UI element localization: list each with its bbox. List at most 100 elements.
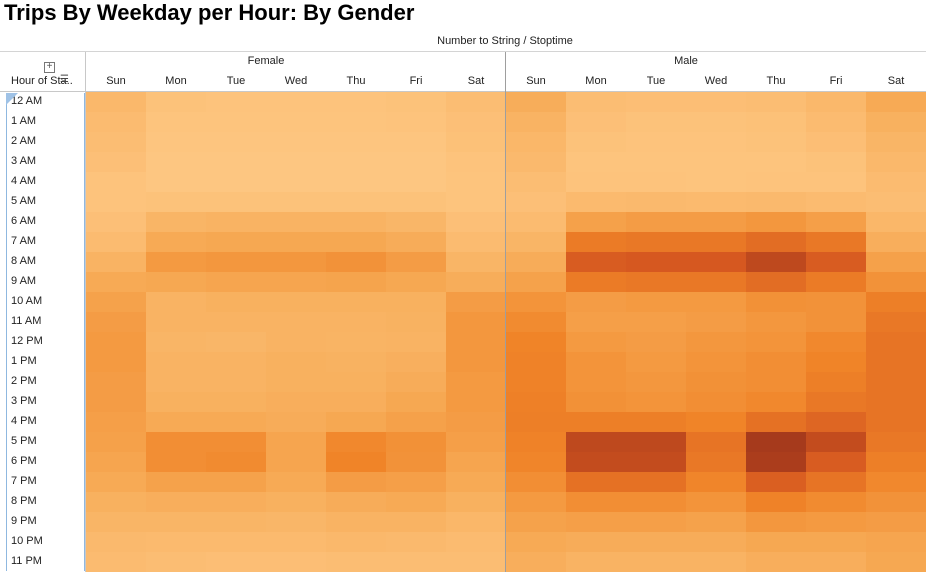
heatmap-cell[interactable] xyxy=(86,512,146,532)
heatmap-cell[interactable] xyxy=(206,432,266,452)
heatmap-cell[interactable] xyxy=(566,152,626,172)
heatmap-cell[interactable] xyxy=(326,292,386,312)
heatmap-cell[interactable] xyxy=(446,292,506,312)
heatmap-cell[interactable] xyxy=(86,232,146,252)
heatmap-cell[interactable] xyxy=(146,92,206,112)
heatmap-cell[interactable] xyxy=(566,112,626,132)
heatmap-cell[interactable] xyxy=(326,232,386,252)
heatmap-cell[interactable] xyxy=(86,152,146,172)
heatmap-cell[interactable] xyxy=(566,412,626,432)
heatmap-cell[interactable] xyxy=(266,472,326,492)
heatmap-cell[interactable] xyxy=(86,552,146,572)
heatmap-cell[interactable] xyxy=(206,192,266,212)
heatmap-cell[interactable] xyxy=(266,292,326,312)
heatmap-cell[interactable] xyxy=(746,292,806,312)
heatmap-cell[interactable] xyxy=(206,252,266,272)
heatmap-cell[interactable] xyxy=(206,312,266,332)
heatmap-cell[interactable] xyxy=(686,172,746,192)
heatmap-cell[interactable] xyxy=(566,432,626,452)
heatmap-cell[interactable] xyxy=(566,212,626,232)
heatmap-cell[interactable] xyxy=(626,212,686,232)
heatmap-cell[interactable] xyxy=(86,212,146,232)
heatmap-cell[interactable] xyxy=(566,92,626,112)
hour-label[interactable]: 11 AM xyxy=(11,315,42,327)
heatmap-cell[interactable] xyxy=(326,212,386,232)
heatmap-cell[interactable] xyxy=(266,232,326,252)
heatmap-cell[interactable] xyxy=(806,192,866,212)
heatmap-cell[interactable] xyxy=(386,512,446,532)
heatmap-cell[interactable] xyxy=(326,512,386,532)
heatmap-cell[interactable] xyxy=(146,372,206,392)
heatmap-cell[interactable] xyxy=(386,452,446,472)
heatmap-cell[interactable] xyxy=(86,452,146,472)
heatmap-cell[interactable] xyxy=(626,552,686,572)
heatmap-cell[interactable] xyxy=(566,292,626,312)
heatmap-cell[interactable] xyxy=(506,252,566,272)
heatmap-cell[interactable] xyxy=(806,212,866,232)
heatmap-cell[interactable] xyxy=(626,312,686,332)
heatmap-cell[interactable] xyxy=(326,112,386,132)
heatmap-cell[interactable] xyxy=(326,472,386,492)
heatmap-cell[interactable] xyxy=(206,392,266,412)
heatmap-cell[interactable] xyxy=(626,332,686,352)
heatmap-cell[interactable] xyxy=(686,212,746,232)
heatmap-cell[interactable] xyxy=(86,332,146,352)
heatmap-cell[interactable] xyxy=(446,312,506,332)
heatmap-cell[interactable] xyxy=(806,512,866,532)
heatmap-cell[interactable] xyxy=(806,252,866,272)
heatmap-cell[interactable] xyxy=(206,212,266,232)
heatmap-cell[interactable] xyxy=(806,532,866,552)
heatmap-cell[interactable] xyxy=(506,92,566,112)
heatmap-cell[interactable] xyxy=(146,252,206,272)
heatmap-cell[interactable] xyxy=(626,292,686,312)
heatmap-cell[interactable] xyxy=(266,492,326,512)
heatmap-cell[interactable] xyxy=(506,552,566,572)
heatmap-cell[interactable] xyxy=(866,372,926,392)
hour-label[interactable]: 4 PM xyxy=(11,415,37,427)
heatmap-cell[interactable] xyxy=(326,312,386,332)
heatmap-cell[interactable] xyxy=(446,232,506,252)
heatmap-cell[interactable] xyxy=(566,532,626,552)
hour-label[interactable]: 6 AM xyxy=(11,215,37,227)
heatmap-cell[interactable] xyxy=(746,192,806,212)
heatmap-cell[interactable] xyxy=(446,412,506,432)
heatmap-cell[interactable] xyxy=(746,452,806,472)
heatmap-cell[interactable] xyxy=(206,532,266,552)
heatmap-cell[interactable] xyxy=(146,412,206,432)
heatmap-cell[interactable] xyxy=(446,172,506,192)
hour-label[interactable]: 4 AM xyxy=(11,175,37,187)
heatmap-cell[interactable] xyxy=(446,332,506,352)
heatmap-cell[interactable] xyxy=(266,552,326,572)
heatmap-cell[interactable] xyxy=(446,212,506,232)
heatmap-cell[interactable] xyxy=(686,512,746,532)
heatmap-cell[interactable] xyxy=(626,152,686,172)
heatmap-cell[interactable] xyxy=(446,92,506,112)
heatmap-cell[interactable] xyxy=(266,392,326,412)
heatmap-cell[interactable] xyxy=(266,372,326,392)
heatmap-cell[interactable] xyxy=(686,532,746,552)
heatmap-cell[interactable] xyxy=(746,272,806,292)
heatmap-cell[interactable] xyxy=(746,352,806,372)
heatmap-cell[interactable] xyxy=(146,272,206,292)
heatmap-cell[interactable] xyxy=(446,192,506,212)
hour-label[interactable]: 3 AM xyxy=(11,155,37,167)
heatmap-cell[interactable] xyxy=(506,392,566,412)
sort-descending-icon[interactable]: ☰ xyxy=(60,74,69,85)
heatmap-cell[interactable] xyxy=(326,412,386,432)
heatmap-cell[interactable] xyxy=(566,452,626,472)
heatmap-cell[interactable] xyxy=(506,272,566,292)
heatmap-cell[interactable] xyxy=(86,172,146,192)
heatmap-cell[interactable] xyxy=(266,332,326,352)
heatmap-cell[interactable] xyxy=(626,272,686,292)
heatmap-cell[interactable] xyxy=(686,112,746,132)
heatmap-cell[interactable] xyxy=(206,492,266,512)
heatmap-cell[interactable] xyxy=(746,232,806,252)
heatmap-cell[interactable] xyxy=(626,412,686,432)
heatmap-cell[interactable] xyxy=(566,492,626,512)
heatmap-cell[interactable] xyxy=(386,412,446,432)
heatmap-cell[interactable] xyxy=(746,212,806,232)
heatmap-cell[interactable] xyxy=(686,232,746,252)
heatmap-cell[interactable] xyxy=(506,312,566,332)
heatmap-cell[interactable] xyxy=(206,272,266,292)
heatmap-cell[interactable] xyxy=(506,452,566,472)
